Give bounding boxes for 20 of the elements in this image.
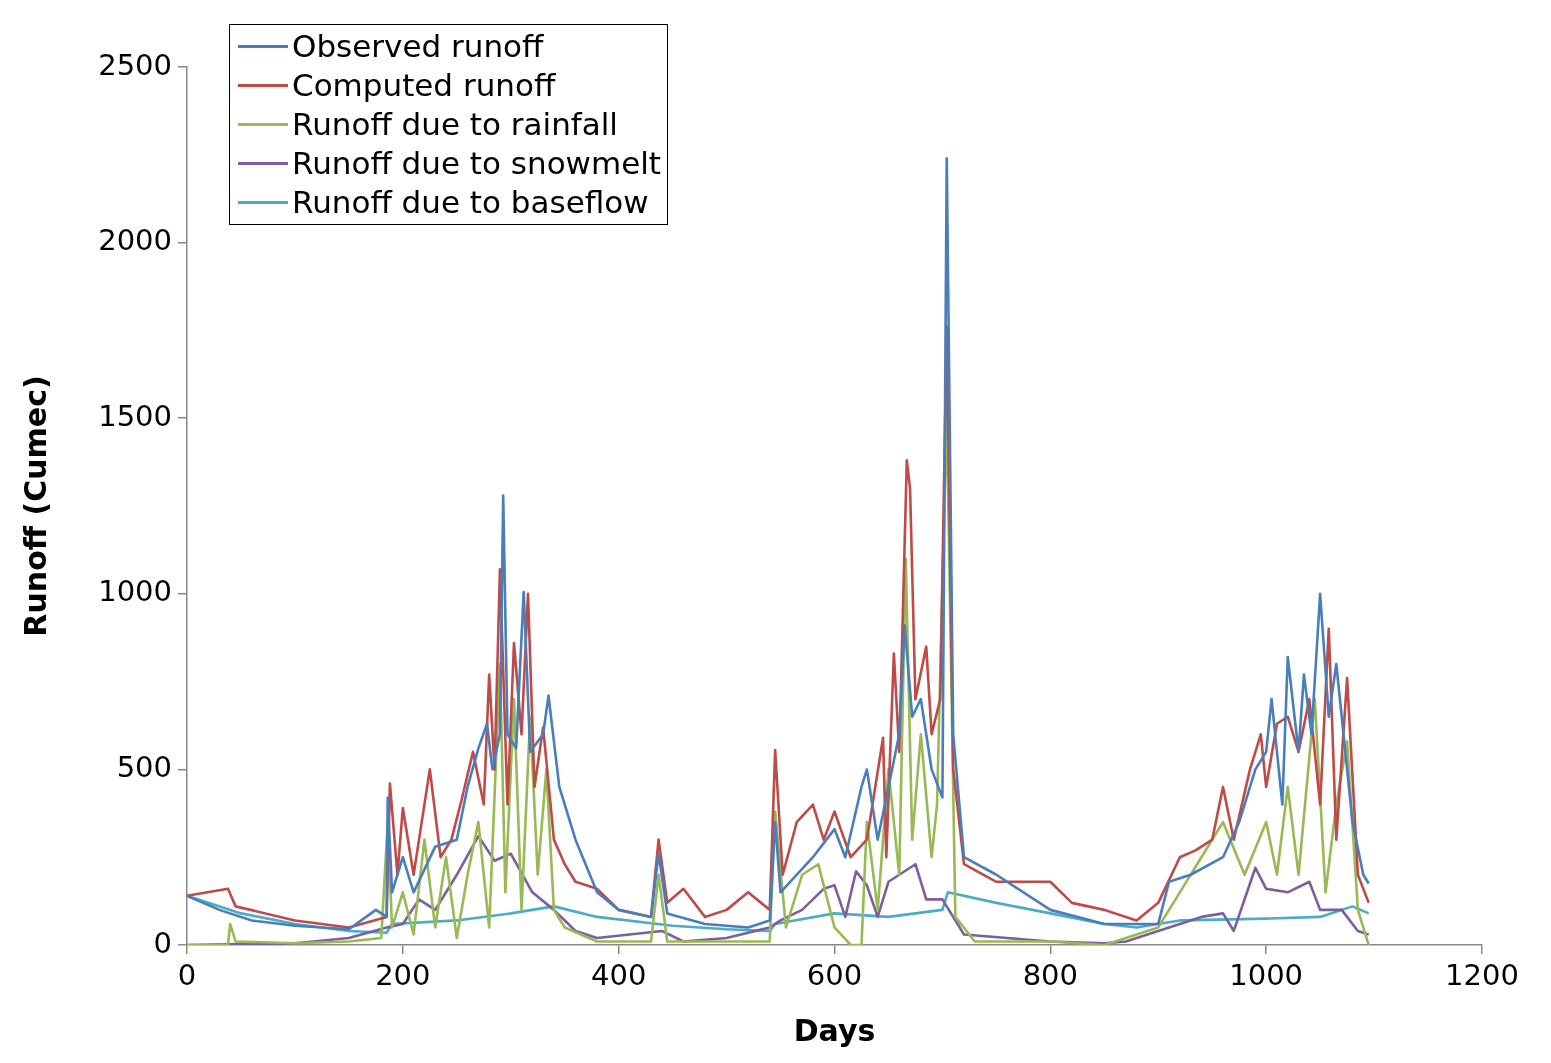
legend-label: Observed runoff bbox=[292, 27, 544, 66]
x-tick-label: 1200 bbox=[1445, 957, 1519, 992]
x-tick-label: 400 bbox=[590, 957, 647, 992]
y-tick-label: 1000 bbox=[98, 574, 172, 609]
x-tick-label: 600 bbox=[806, 957, 863, 992]
y-tick-label: 0 bbox=[153, 925, 172, 960]
y-tick-label: 500 bbox=[116, 749, 172, 784]
x-tick-label: 800 bbox=[1022, 957, 1079, 992]
legend-label: Runoff due to snowmelt bbox=[292, 144, 662, 183]
legend-label: Computed runoff bbox=[292, 66, 556, 105]
y-tick-label: 1500 bbox=[98, 398, 172, 433]
x-tick-label: 200 bbox=[375, 957, 431, 992]
legend-label: Runoff due to baseflow bbox=[292, 183, 649, 222]
x-axis-title: Days bbox=[793, 1012, 876, 1048]
legend-label: Runoff due to rainfall bbox=[292, 105, 618, 144]
x-tick-label: 0 bbox=[177, 957, 197, 992]
y-tick-label: 2000 bbox=[98, 223, 172, 258]
x-tick-label: 1000 bbox=[1229, 957, 1304, 992]
y-tick-label: 2500 bbox=[98, 47, 172, 82]
y-axis-title: Runoff (Cumec) bbox=[17, 375, 53, 637]
